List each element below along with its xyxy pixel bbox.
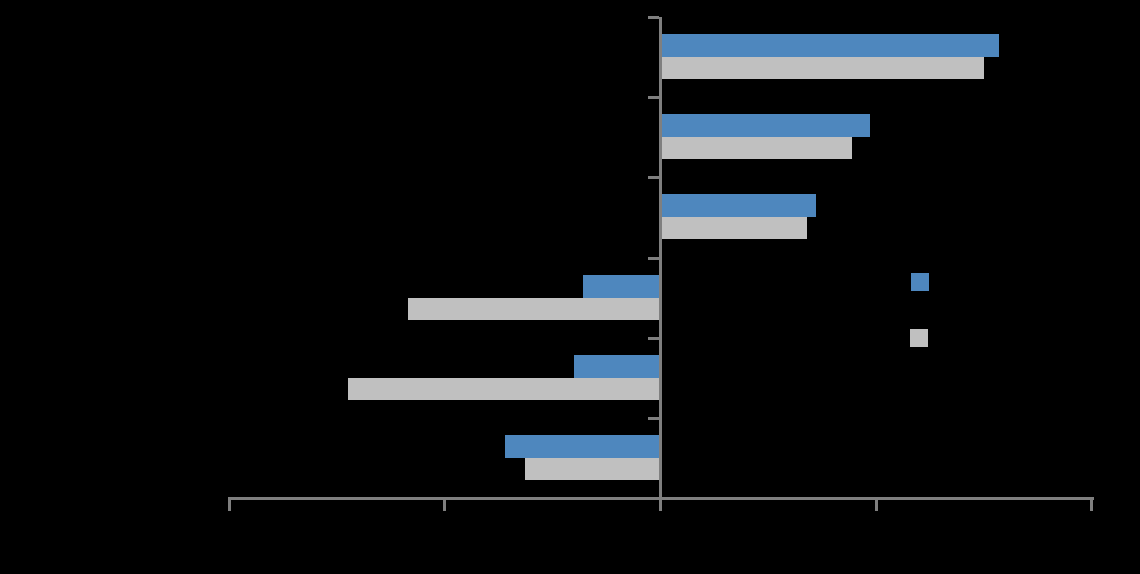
bar-series-blue-cat5	[574, 354, 659, 378]
x-axis-tick	[443, 497, 447, 511]
bar-series-gray-cat2	[662, 137, 853, 160]
x-axis-line	[229, 497, 1094, 500]
y-axis-tick	[648, 416, 659, 420]
bar-series-blue-cat4	[582, 274, 659, 298]
bar-series-gray-cat6	[524, 457, 659, 480]
x-axis-tick	[1090, 497, 1094, 511]
x-axis-tick	[874, 497, 878, 511]
bar-series-gray-cat4	[408, 297, 659, 320]
bar-series-gray-cat3	[662, 217, 808, 240]
legend-swatch-1	[911, 273, 929, 291]
bar-series-blue-cat3	[662, 194, 816, 218]
legend-swatch-2	[910, 329, 928, 347]
y-axis-tick	[648, 96, 659, 100]
bar-series-gray-cat1	[662, 57, 984, 80]
y-axis-tick	[648, 176, 659, 180]
bar-series-blue-cat6	[505, 434, 659, 458]
bar-series-gray-cat5	[347, 377, 659, 400]
y-axis-tick	[648, 336, 659, 340]
x-axis-tick	[227, 497, 231, 511]
y-axis-line	[659, 17, 662, 511]
y-axis-tick	[648, 16, 659, 19]
y-axis-tick	[648, 256, 659, 260]
bar-series-blue-cat1	[662, 34, 999, 58]
bar-series-blue-cat2	[662, 114, 870, 138]
